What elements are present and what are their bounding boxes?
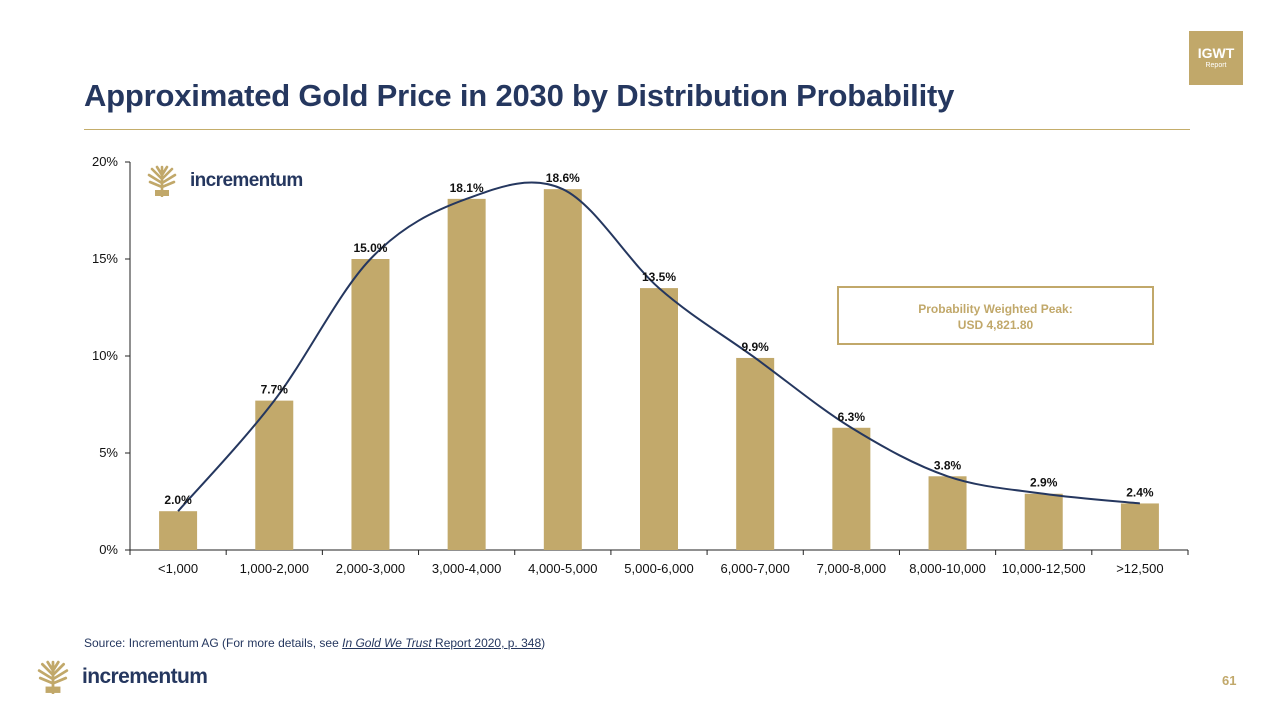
data-label: 18.6% [546,171,580,185]
y-tick-label: 0% [99,542,118,557]
page-title: Approximated Gold Price in 2030 by Distr… [84,78,955,113]
data-label: 6.3% [838,410,866,424]
bar [351,259,390,550]
page-number: 61 [1222,673,1237,688]
data-label: 9.9% [742,340,770,354]
y-tick-label: 10% [92,348,118,363]
x-tick-label: <1,000 [158,561,198,576]
data-label: 18.1% [450,181,484,195]
x-tick-label: 3,000-4,000 [432,561,501,576]
y-tick-label: 5% [99,445,118,460]
chart-axes: 0% 5% 10% 15% 20% <1,000 1,000-2,000 2,000-3,00… [92,154,1189,576]
annotation-line-1: Probability Weighted Peak: [918,302,1072,316]
x-tick-label: >12,500 [1116,561,1163,576]
chart-data-labels: 2.0% 7.7% 15.0% 18.1% 18.6% 13.5% 9.9% 6.3% 3.8%… [164,171,1153,507]
title-divider [84,129,1190,130]
annotation-line-2: USD 4,821.80 [958,318,1034,332]
bar [736,357,775,550]
data-label: 3.8% [934,458,962,472]
data-label: 2.0% [164,493,192,507]
source-note: Source: Incrementum AG (For more details… [84,636,545,650]
tree-logo-icon [37,660,69,694]
x-tick-label: 7,000-8,000 [817,561,886,576]
source-suffix: ) [541,636,546,650]
y-tick-label: 15% [92,251,118,266]
x-tick-label: 1,000-2,000 [240,561,309,576]
bar [255,400,294,550]
data-label: 2.4% [1126,485,1154,499]
badge-subtitle: Report [1205,62,1227,69]
chart-curve-layer [177,181,1141,512]
peak-annotation: Probability Weighted Peak: USD 4,821.80 [837,286,1154,345]
chart-brand-name: incrementum [190,170,303,191]
data-label: 2.9% [1030,476,1058,490]
badge-title: IGWT [1197,45,1235,61]
distribution-curve [177,181,1141,512]
chart-bars [159,189,1159,551]
bar [1024,493,1063,550]
bar [1120,503,1159,550]
source-prefix: Source: Incrementum AG (For more details… [84,636,343,650]
tree-logo-icon [146,165,178,197]
y-tick-label: 20% [92,154,118,169]
x-tick-label: 10,000-12,500 [1002,561,1086,576]
data-label: 15.0% [353,241,387,255]
bar [832,427,871,550]
bar [447,198,486,551]
bar [640,288,678,550]
x-tick-label: 4,000-5,000 [528,561,597,576]
annotation-box [837,286,1154,345]
data-label: 7.7% [261,383,289,397]
bar [543,189,582,550]
bar [928,476,967,550]
bar [159,511,198,550]
footer-brand-name: incrementum [82,665,208,688]
source-report-link[interactable]: In Gold We Trust [342,636,432,650]
x-tick-label: 2,000-3,000 [336,561,405,576]
footer-brand-logo: incrementum [36,660,208,694]
chart-brand-logo: incrementum [146,165,303,197]
x-tick-label: 6,000-7,000 [720,561,789,576]
igwt-report-badge: IGWT Report [1189,31,1243,85]
x-tick-label: 5,000-6,000 [624,561,693,576]
source-report-reference[interactable]: Report 2020, p. 348 [431,636,542,650]
x-tick-label: 8,000-10,000 [909,561,986,576]
data-label: 13.5% [642,270,676,284]
